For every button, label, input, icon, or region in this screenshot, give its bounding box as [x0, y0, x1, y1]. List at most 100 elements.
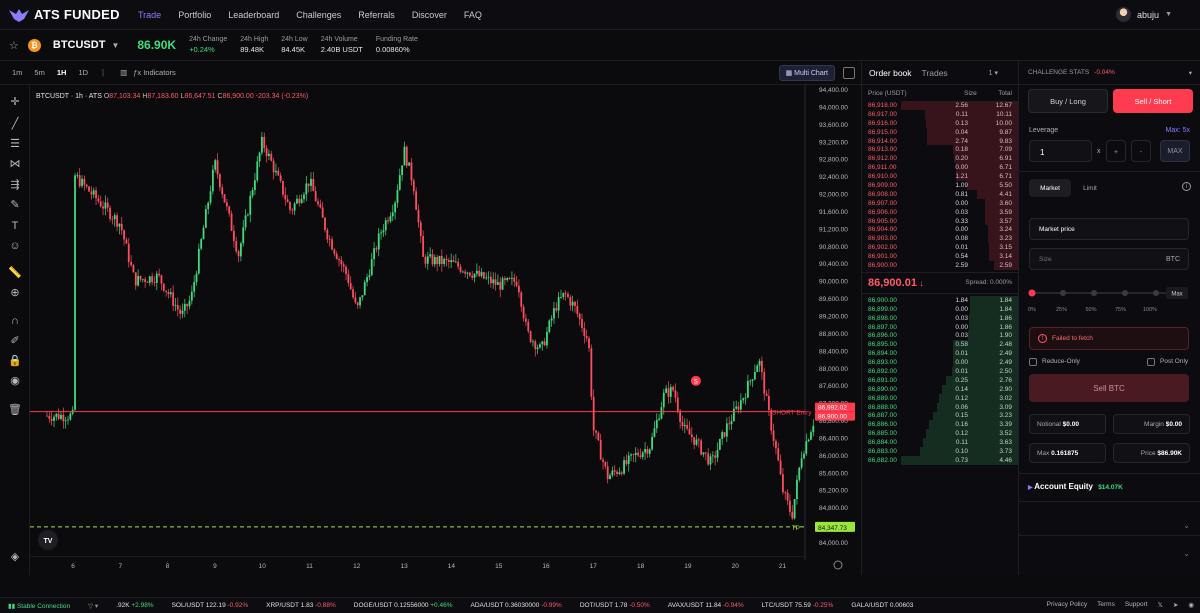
leverage-plus-button[interactable]: +	[1106, 140, 1126, 162]
telegram-icon[interactable]: ➤	[1172, 602, 1179, 609]
tab-limit[interactable]: Limit	[1083, 184, 1097, 192]
expand-icon[interactable]	[843, 67, 855, 79]
bid-row[interactable]: 86,887.00 0.15 3.23	[862, 411, 1018, 421]
ask-row[interactable]: 86,902.00 0.01 3.15	[862, 243, 1018, 253]
tab-trades[interactable]: Trades	[921, 67, 948, 78]
tab-order-book[interactable]: Order book	[869, 67, 912, 78]
ask-row[interactable]: 86,915.00 0.04 9.87	[862, 127, 1018, 137]
size-input[interactable]: Size BTC	[1029, 248, 1189, 270]
sell-short-button[interactable]: Sell / Short	[1113, 89, 1193, 113]
ask-row[interactable]: 86,910.00 1.21 6.71	[862, 172, 1018, 182]
size-slider[interactable]: Max 0% 25% 50% 75% 100%	[1028, 285, 1193, 315]
ask-row[interactable]: 86,905.00 0.33 3.57	[862, 216, 1018, 226]
bid-row[interactable]: 86,884.00 0.11 3.63	[862, 438, 1018, 448]
ask-row[interactable]: 86,904.00 0.00 3.24	[862, 225, 1018, 235]
lock-draw-icon[interactable]: ✐	[10, 335, 20, 347]
ask-row[interactable]: 86,901.00 0.54 3.14	[862, 252, 1018, 262]
bid-row[interactable]: 86,897.00 0.00 1.86	[862, 322, 1018, 332]
nav-trade[interactable]: Trade	[138, 9, 162, 20]
x-icon[interactable]: 𝕏	[1157, 602, 1163, 609]
bid-row[interactable]: 86,883.00 0.10 3.73	[862, 447, 1018, 456]
lock-icon[interactable]: 🔒	[8, 355, 22, 367]
nav-leaderboard[interactable]: Leaderboard	[228, 9, 280, 20]
time-axis[interactable]: 6 7 8 9 10 11 12 13 14 15 16 17 18 19 20 21	[30, 556, 861, 575]
emoji-icon[interactable]: ☺	[9, 240, 21, 252]
multi-chart-button[interactable]: ▦ Multi Chart	[778, 65, 835, 81]
brush-icon[interactable]: ✎	[10, 199, 20, 211]
chevron-down-icon[interactable]: ⌄	[1183, 549, 1190, 558]
sell-btc-button[interactable]: Sell BTC	[1029, 374, 1189, 402]
trendline-icon[interactable]: ╱	[11, 118, 19, 130]
nav-referrals[interactable]: Referrals	[358, 9, 395, 20]
ask-row[interactable]: 86,911.00 0.00 6.71	[862, 163, 1018, 173]
bid-row[interactable]: 86,889.00 0.12 3.02	[862, 393, 1018, 403]
bid-row[interactable]: 86,894.00 0.01 2.49	[862, 349, 1018, 359]
ask-row[interactable]: 86,906.00 0.03 3.59	[862, 207, 1018, 217]
buy-long-button[interactable]: Buy / Long	[1028, 89, 1108, 113]
challenge-stats-header[interactable]: CHALLENGE STATS -0.04% ▾	[1019, 61, 1200, 85]
magnet-icon[interactable]: ∩	[11, 315, 19, 327]
ask-row[interactable]: 86,918.00 2.56 12.67	[862, 101, 1018, 110]
chevron-down-icon[interactable]: ⌄	[1183, 521, 1190, 530]
nav-portfolio[interactable]: Portfolio	[178, 9, 212, 20]
bid-row[interactable]: 86,893.00 0.00 2.49	[862, 358, 1018, 368]
timeframe-1m[interactable]: 1m	[12, 68, 23, 77]
reduce-only-checkbox[interactable]	[1029, 358, 1037, 366]
nav-faq[interactable]: FAQ	[463, 9, 482, 20]
text-icon[interactable]: T	[11, 220, 19, 232]
info-icon[interactable]: i	[1182, 182, 1191, 191]
bid-row[interactable]: 86,891.00 0.25 2.76	[862, 375, 1018, 385]
chart-type-icon[interactable]: ▥	[120, 68, 128, 77]
footer-ticker[interactable]: GALA/USDT 0.00603	[851, 602, 913, 609]
brand-logo[interactable]: ATS FUNDED	[8, 7, 138, 23]
tab-market[interactable]: Market	[1029, 179, 1071, 197]
privacy-link[interactable]: Privacy Policy	[1046, 601, 1088, 608]
user-menu[interactable]: abuju ▼	[1116, 7, 1172, 22]
layers-icon[interactable]: ◈	[10, 551, 20, 563]
bid-row[interactable]: 86,892.00 0.01 2.50	[862, 367, 1018, 376]
ask-row[interactable]: 86,907.00 0.00 3.60	[862, 198, 1018, 208]
ask-row[interactable]: 86,912.00 0.20 6.91	[862, 154, 1018, 164]
timeframe-1H[interactable]: 1H	[56, 68, 67, 77]
footer-ticker[interactable]: DOT/USDT 1.78 -0.50%	[580, 602, 650, 609]
nav-discover[interactable]: Discover	[411, 9, 447, 20]
group-select[interactable]: 1 ▾	[989, 69, 998, 77]
leverage-minus-button[interactable]: -	[1131, 140, 1151, 162]
support-link[interactable]: Support	[1124, 601, 1148, 608]
bid-row[interactable]: 86,886.00 0.16 3.39	[862, 420, 1018, 430]
footer-ticker[interactable]: LTC/USDT 75.59 -0.25%	[762, 602, 834, 609]
star-icon[interactable]: ☆	[9, 39, 19, 52]
footer-ticker[interactable]: .92K +2.98%	[116, 602, 153, 609]
footer-ticker[interactable]: AVAX/USDT 11.84 -0.94%	[668, 602, 744, 609]
ask-row[interactable]: 86,914.00 2.74 9.83	[862, 136, 1018, 146]
ask-row[interactable]: 86,913.00 0.18 7.09	[862, 145, 1018, 155]
crosshair-icon[interactable]: ✛	[10, 96, 20, 108]
ask-row[interactable]: 86,908.00 0.81 4.41	[862, 189, 1018, 199]
bid-row[interactable]: 86,896.00 0.03 1.90	[862, 331, 1018, 341]
leverage-max-button[interactable]: MAX	[1160, 140, 1190, 162]
bid-row[interactable]: 86,898.00 0.03 1.86	[862, 313, 1018, 323]
account-equity-toggle[interactable]: ▶ Account Equity $14.07K	[1028, 482, 1123, 491]
pattern-icon[interactable]: ⋈	[9, 158, 21, 170]
bid-row[interactable]: 86,890.00 0.14 2.90	[862, 384, 1018, 394]
nav-challenges[interactable]: Challenges	[296, 9, 342, 20]
bid-row[interactable]: 86,882.00 0.73 4.46	[862, 455, 1018, 465]
measure-icon[interactable]: ⇶	[10, 179, 20, 191]
discord-icon[interactable]: ◉	[1188, 602, 1194, 609]
timeframe-1D[interactable]: 1D	[78, 68, 89, 77]
ask-row[interactable]: 86,909.00 1.09 5.50	[862, 181, 1018, 190]
post-only-checkbox[interactable]	[1147, 358, 1155, 366]
zoom-icon[interactable]: ⊕	[10, 287, 20, 299]
ask-row[interactable]: 86,916.00 0.13 10.00	[862, 118, 1018, 128]
footer-ticker[interactable]: ADA/USDT 0.36030000 -0.99%	[470, 602, 561, 609]
bid-row[interactable]: 86,885.00 0.12 3.52	[862, 429, 1018, 439]
eye-icon[interactable]: ◉	[10, 375, 20, 387]
ask-row[interactable]: 86,900.00 2.59 2.59	[862, 261, 1018, 270]
symbol-selector[interactable]: BTCUSDT	[52, 39, 106, 51]
ask-row[interactable]: 86,903.00 0.08 3.23	[862, 234, 1018, 244]
candlestick-chart[interactable]: 94,400.00 94,000.00 93,600.00 93,200.00 92,8…	[30, 85, 861, 560]
timeframe-5m[interactable]: 5m	[34, 68, 45, 77]
leverage-input[interactable]: 1	[1029, 140, 1092, 162]
trash-icon[interactable]: 🗑	[8, 404, 22, 416]
bid-row[interactable]: 86,899.00 0.00 1.84	[862, 304, 1018, 314]
